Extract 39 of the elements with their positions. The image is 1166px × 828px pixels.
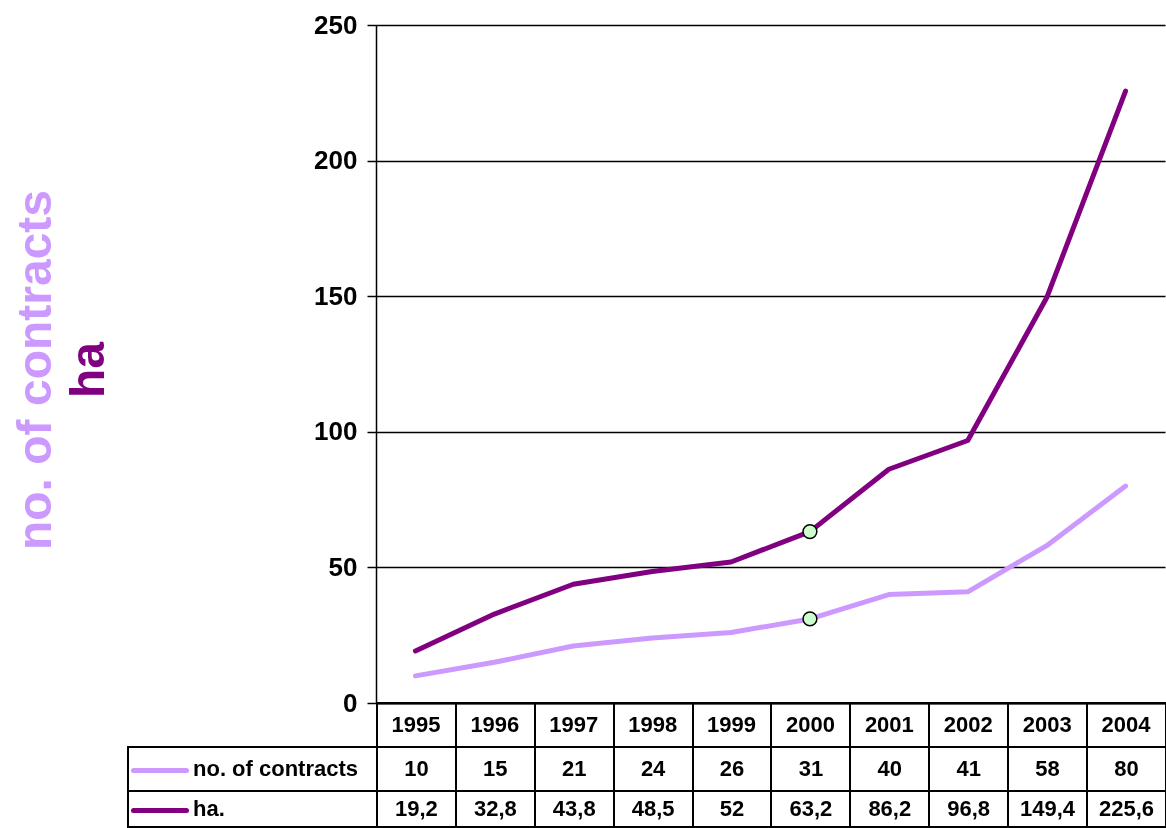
data-label: 80 bbox=[1114, 756, 1139, 781]
x-tick-label: 1999 bbox=[707, 711, 757, 737]
data-label: 26 bbox=[719, 756, 745, 781]
data-label: 15 bbox=[483, 756, 508, 781]
x-tick-label: 2003 bbox=[1022, 711, 1072, 737]
data-label: 52 bbox=[719, 796, 745, 821]
y-tick-label: 250 bbox=[314, 9, 358, 40]
data-label: 19,2 bbox=[395, 796, 438, 821]
data-label: 48,5 bbox=[631, 796, 675, 821]
data-label: 31 bbox=[798, 756, 824, 781]
data-label: 43,8 bbox=[552, 796, 596, 821]
data-label: 225,6 bbox=[1098, 796, 1154, 821]
y-tick-label: 150 bbox=[314, 280, 358, 311]
data-label: 10 bbox=[404, 756, 429, 781]
x-tick-label: 2000 bbox=[785, 711, 835, 737]
data-label: 149,4 bbox=[1020, 796, 1076, 821]
y-tick-label: 0 bbox=[343, 687, 358, 718]
y-tick-label: 50 bbox=[328, 551, 358, 582]
x-tick-label: 1998 bbox=[628, 711, 678, 737]
x-tick-label: 1997 bbox=[549, 711, 599, 737]
x-tick-label: 2004 bbox=[1101, 711, 1152, 737]
y-axis-title: no. of contracts ha bbox=[8, 189, 114, 551]
x-tick-label: 1996 bbox=[470, 711, 520, 737]
data-label: 63,2 bbox=[789, 796, 833, 821]
data-label: 32,8 bbox=[473, 796, 517, 821]
legend-label: ha. bbox=[193, 796, 225, 821]
data-label: 24 bbox=[640, 756, 666, 781]
y-tick-label: 100 bbox=[314, 416, 358, 447]
data-label: 21 bbox=[561, 756, 587, 781]
data-label: 96,8 bbox=[947, 796, 991, 821]
x-tick-label: 1995 bbox=[391, 711, 441, 737]
y-tick-label: 200 bbox=[314, 145, 358, 176]
data-label: 41 bbox=[956, 756, 981, 781]
data-label: 86,2 bbox=[868, 796, 912, 821]
legend-label: no. of contracts bbox=[193, 756, 359, 781]
x-tick-label: 2002 bbox=[943, 711, 993, 737]
data-label: 40 bbox=[877, 756, 903, 781]
data-label: 58 bbox=[1035, 756, 1060, 781]
x-tick-label: 2001 bbox=[864, 711, 914, 737]
